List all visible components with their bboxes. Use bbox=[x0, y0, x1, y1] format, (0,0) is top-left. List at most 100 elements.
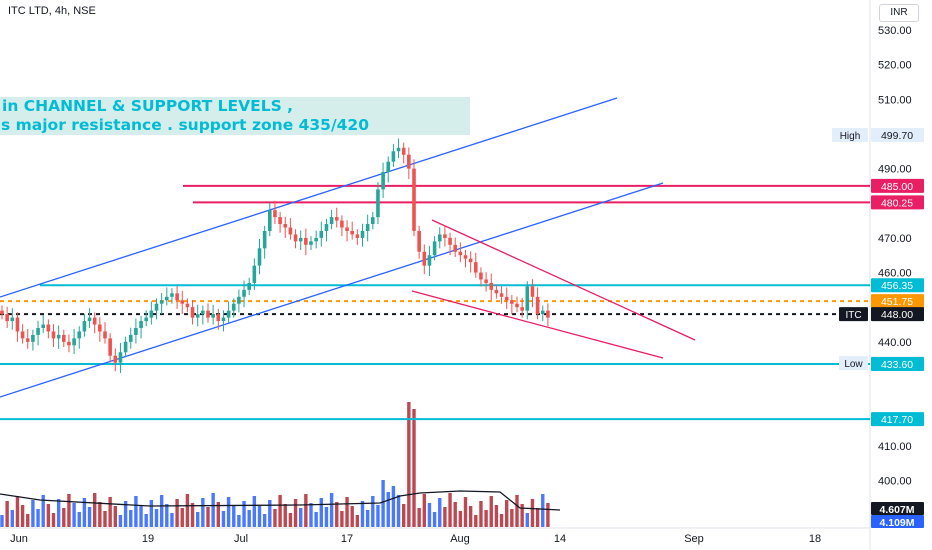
volume-bar bbox=[283, 504, 287, 527]
candle-body bbox=[170, 293, 174, 297]
candle-body bbox=[113, 355, 118, 363]
volume-bar bbox=[20, 505, 25, 527]
price-label-tag-text: High bbox=[840, 131, 861, 142]
volume-bars bbox=[0, 402, 561, 527]
candle-body bbox=[190, 307, 195, 318]
volume-bar bbox=[77, 512, 81, 527]
volume-bar bbox=[417, 508, 421, 527]
candle-body bbox=[92, 317, 97, 325]
volume-bar bbox=[319, 498, 323, 527]
candle-body bbox=[128, 334, 133, 342]
candle-body bbox=[46, 324, 51, 332]
candle-body bbox=[149, 310, 154, 318]
candle-body bbox=[185, 303, 190, 308]
volume-bar bbox=[448, 493, 452, 527]
volume-bar bbox=[293, 499, 298, 527]
volume-bar bbox=[56, 499, 61, 527]
volume-bar bbox=[520, 504, 524, 527]
candle-body bbox=[540, 310, 545, 315]
candle-body bbox=[525, 286, 530, 311]
candle-body bbox=[314, 237, 318, 242]
volume-bar bbox=[175, 499, 179, 527]
volume-bar bbox=[144, 514, 148, 527]
volume-bar bbox=[15, 496, 20, 527]
candles bbox=[0, 138, 550, 374]
volume-bar bbox=[206, 507, 210, 527]
volume-bar bbox=[247, 510, 251, 527]
currency-button[interactable]: INR bbox=[879, 4, 919, 22]
price-label-box bbox=[871, 357, 924, 372]
candle-body bbox=[175, 293, 179, 301]
candle-body bbox=[195, 314, 200, 318]
candle-body bbox=[139, 321, 143, 328]
volume-bar bbox=[108, 497, 112, 527]
volume-bar bbox=[257, 505, 262, 527]
candle-body bbox=[165, 296, 169, 301]
volume-bar bbox=[185, 494, 190, 527]
candle-body bbox=[180, 300, 185, 304]
price-label-tag bbox=[839, 307, 868, 322]
candle-body bbox=[221, 317, 226, 322]
candle-body bbox=[530, 286, 535, 297]
horizontal-levels bbox=[0, 184, 870, 421]
time-tick-label: Jun bbox=[10, 533, 28, 545]
text-annotation: in CHANNEL & SUPPORT LEVELS , s major re… bbox=[0, 97, 470, 135]
candle-body bbox=[443, 234, 447, 238]
volume-bar bbox=[180, 508, 184, 527]
candle-body bbox=[546, 310, 550, 318]
price-tick-label: 470.00 bbox=[878, 233, 912, 245]
volume-bar bbox=[391, 486, 396, 527]
time-axis[interactable]: Jun 19 Jul 17 Aug 14 Sep 18 bbox=[10, 533, 821, 545]
candle-body bbox=[427, 255, 432, 266]
volume-bar bbox=[0, 515, 4, 527]
time-tick-label: Jul bbox=[234, 533, 248, 545]
channel-upper-line bbox=[0, 97, 618, 298]
price-label-box bbox=[871, 178, 924, 193]
volume-bar bbox=[103, 511, 107, 527]
candle-body bbox=[412, 168, 416, 231]
volume-bar bbox=[31, 500, 35, 527]
volume-bar bbox=[196, 512, 200, 527]
candle-body bbox=[159, 300, 164, 304]
candle-body bbox=[20, 331, 25, 339]
volume-bar bbox=[201, 498, 205, 527]
volume-bar bbox=[422, 494, 426, 527]
volume-bar bbox=[252, 496, 257, 527]
volume-bar bbox=[46, 504, 51, 527]
volume-bar bbox=[299, 508, 303, 527]
candle-body bbox=[72, 338, 76, 346]
price-label-box bbox=[871, 278, 924, 293]
candle-body bbox=[381, 172, 385, 190]
volume-bar bbox=[335, 502, 339, 527]
candle-body bbox=[494, 289, 499, 294]
time-tick-label: 19 bbox=[142, 533, 154, 545]
volume-bar bbox=[438, 498, 442, 527]
price-label-value: 417.70 bbox=[881, 414, 913, 426]
volume-bar bbox=[510, 509, 514, 527]
volume-bar bbox=[499, 514, 504, 527]
candle-body bbox=[479, 272, 483, 280]
candle-body bbox=[5, 314, 9, 322]
volume-bar bbox=[36, 509, 40, 527]
volume-bar bbox=[93, 493, 97, 527]
time-tick-label: 14 bbox=[554, 533, 566, 545]
volume-bar bbox=[87, 507, 92, 527]
price-axis[interactable]: 530.00 520.00 510.00 490.00 470.00 460.00 440.… bbox=[878, 25, 912, 487]
volume-bar bbox=[113, 506, 117, 527]
candle-body bbox=[437, 234, 442, 242]
candle-body bbox=[293, 234, 298, 242]
candle-body bbox=[298, 237, 303, 242]
price-tick-label: 520.00 bbox=[878, 60, 912, 72]
volume-bar bbox=[494, 505, 499, 527]
candle-body bbox=[448, 237, 452, 245]
volume-bar bbox=[154, 509, 159, 527]
price-label-value: 485.00 bbox=[881, 181, 913, 193]
volume-bar bbox=[134, 496, 138, 527]
candle-body bbox=[329, 217, 334, 225]
volume-bar bbox=[525, 513, 529, 527]
candle-body bbox=[252, 265, 257, 283]
volume-bar bbox=[345, 497, 349, 527]
candle-body bbox=[273, 210, 277, 218]
candle-body bbox=[334, 217, 339, 221]
